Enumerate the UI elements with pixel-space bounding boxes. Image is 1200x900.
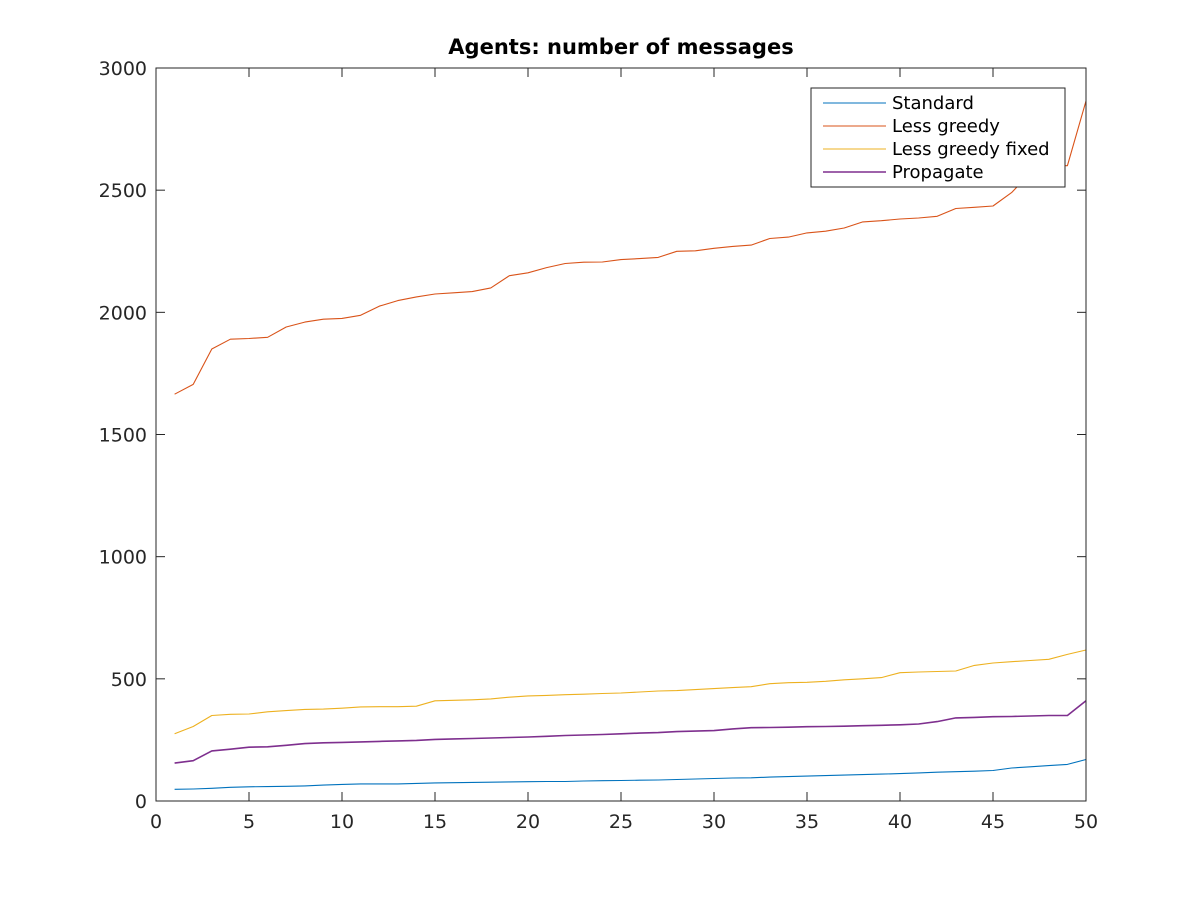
plot-area [156,68,1086,801]
x-tick-label: 10 [330,811,354,833]
series-lines [174,100,1087,790]
y-tick-label: 2000 [99,302,147,324]
series-line-less-greedy [174,100,1087,395]
x-tick-label: 25 [609,811,633,833]
legend-label: Propagate [892,162,984,183]
plot-frame [155,67,1087,802]
legend-label: Standard [892,93,974,114]
series-line-less-greedy-fixed [174,649,1087,735]
y-tick-label: 1500 [99,425,147,447]
x-tick-label: 0 [150,811,162,833]
x-tick-label: 50 [1074,811,1098,833]
x-tick-label: 30 [702,811,726,833]
legend-box [810,87,1066,188]
x-tick-label: 15 [423,811,447,833]
y-tick-label: 1000 [99,547,147,569]
x-tick-label: 40 [888,811,912,833]
axis-ticks: 0 5 10 15 20 25 30 35 40 45 5005001000150020002500… [99,58,1098,833]
legend-label: Less greedy fixed [892,139,1050,160]
x-tick-label: 35 [795,811,819,833]
legend-label: Less greedy [892,116,1000,137]
y-tick-label: 2500 [99,180,147,202]
series-line-standard [174,758,1087,790]
series-line-propagate [174,700,1087,764]
y-tick-label: 500 [111,669,147,691]
y-tick-label: 0 [135,791,147,813]
chart-title: Agents: number of messages [448,35,793,59]
x-tick-label: 45 [981,811,1005,833]
x-tick-label: 20 [516,811,540,833]
x-tick-label: 5 [243,811,255,833]
y-tick-label: 3000 [99,58,147,80]
